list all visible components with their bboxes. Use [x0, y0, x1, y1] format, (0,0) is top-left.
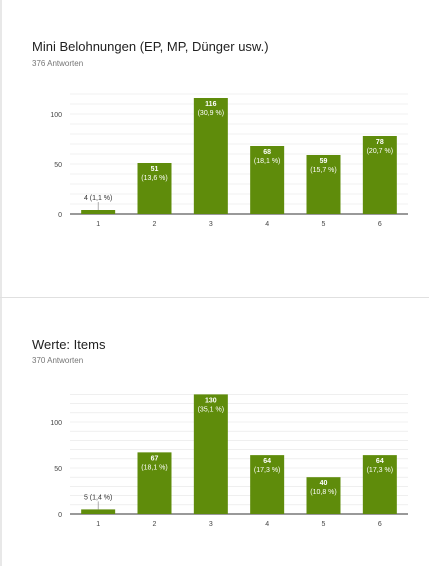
chart-title: Mini Belohnungen (EP, MP, Dünger usw.) [32, 39, 269, 54]
bar-chart-mini-belohnungen: 0 50 100 1 4 (1,1 %) 2 51 (13,6 %) 3 116 (30,9 %) 4… [50, 93, 408, 228]
bar [306, 155, 341, 214]
y-tick-label: 0 [58, 512, 62, 519]
data-label: (10,8 %) [310, 489, 336, 496]
x-tick-label: 6 [378, 521, 382, 528]
bar [193, 98, 228, 214]
response-count: 376 Antworten [32, 59, 84, 68]
data-label: 130 [205, 397, 217, 404]
response-count: 370 Antworten [32, 356, 84, 365]
x-tick-label: 4 [265, 221, 269, 228]
bar [81, 210, 116, 214]
y-tick-label: 50 [54, 466, 62, 473]
data-label: (18,1 %) [254, 158, 280, 165]
data-label: 68 [263, 149, 271, 156]
y-tick-label: 0 [58, 212, 62, 219]
bar [137, 452, 172, 514]
data-label: 64 [376, 458, 384, 465]
data-label: (17,3 %) [367, 467, 393, 474]
bar [193, 394, 228, 514]
bar [250, 455, 285, 514]
data-label: (20,7 %) [367, 148, 393, 155]
bar [362, 136, 397, 214]
data-label: 5 (1,4 %) [84, 494, 112, 501]
left-edge-line [0, 0, 2, 566]
data-label: 4 (1,1 %) [84, 195, 112, 202]
y-tick-label: 100 [50, 420, 62, 427]
data-label: (35,1 %) [198, 406, 224, 413]
bar-chart-werte-items: 0 50 100 1 5 (1,4 %) 2 67 (18,1 %) 3 130 (35,1 %) 4… [50, 394, 408, 528]
bar [81, 509, 116, 514]
data-label: 67 [151, 455, 159, 462]
bar [137, 163, 172, 214]
bar [362, 455, 397, 514]
x-tick-label: 5 [322, 221, 326, 228]
x-tick-label: 1 [96, 521, 100, 528]
x-tick-label: 2 [153, 521, 157, 528]
x-tick-label: 6 [378, 221, 382, 228]
data-label: 40 [320, 480, 328, 487]
data-label: (15,7 %) [310, 167, 336, 174]
data-label: 59 [320, 158, 328, 165]
x-tick-label: 1 [96, 221, 100, 228]
x-tick-label: 3 [209, 521, 213, 528]
x-tick-label: 4 [265, 521, 269, 528]
x-tick-label: 3 [209, 221, 213, 228]
y-tick-label: 100 [50, 112, 62, 119]
data-label: (17,3 %) [254, 467, 280, 474]
x-tick-label: 5 [322, 521, 326, 528]
y-tick-label: 50 [54, 162, 62, 169]
bar [306, 477, 341, 514]
data-label: 78 [376, 139, 384, 146]
data-label: (18,1 %) [141, 464, 167, 471]
card-divider [0, 297, 429, 298]
data-label: (13,6 %) [141, 175, 167, 182]
data-label: 51 [151, 166, 159, 173]
data-label: 64 [263, 458, 271, 465]
bar [250, 146, 285, 214]
chart-title: Werte: Items [32, 337, 106, 352]
data-label: (30,9 %) [198, 110, 224, 117]
x-tick-label: 2 [153, 221, 157, 228]
data-label: 116 [205, 101, 216, 108]
